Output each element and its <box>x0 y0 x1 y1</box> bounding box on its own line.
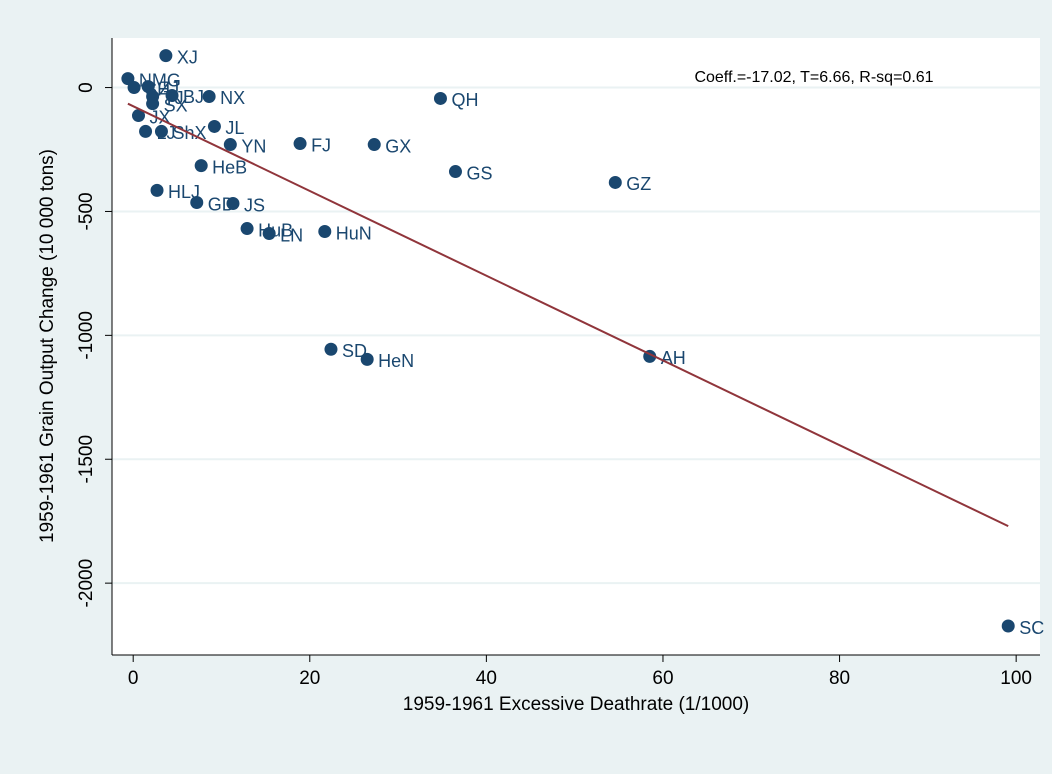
point <box>1001 619 1015 633</box>
point <box>165 88 179 102</box>
fit-line <box>127 102 1009 528</box>
point-label: HLJ <box>168 182 200 202</box>
y-tick-label: -500 <box>76 192 97 230</box>
point <box>159 49 173 63</box>
point <box>154 124 168 138</box>
x-tick-label: 20 <box>299 668 320 689</box>
point <box>141 80 155 94</box>
y-tick-label: -1500 <box>76 435 97 484</box>
point <box>194 159 208 173</box>
point-label: HeB <box>212 157 247 177</box>
point-label: GX <box>385 136 411 156</box>
point <box>226 197 240 211</box>
point-label: SD <box>342 341 367 361</box>
point-label: FJ <box>311 135 331 155</box>
y-tick-label: -1000 <box>76 311 97 360</box>
x-tick-label: 80 <box>829 668 850 689</box>
point-label: LN <box>280 225 303 245</box>
x-tick-label: 40 <box>476 668 497 689</box>
point-label: JL <box>225 118 244 138</box>
plot-area <box>112 38 1040 655</box>
point <box>223 138 237 152</box>
point <box>448 165 462 179</box>
point-label: NX <box>220 88 245 108</box>
point-label: GZ <box>626 174 651 194</box>
point <box>367 138 381 152</box>
x-tick-label: 60 <box>652 668 673 689</box>
point-label: TJ <box>164 88 184 108</box>
point-label: XJ <box>177 47 198 67</box>
x-tick-label: 0 <box>128 668 139 689</box>
point <box>608 175 622 189</box>
point <box>202 89 216 103</box>
point <box>146 97 160 111</box>
point-label: YN <box>241 136 266 156</box>
point <box>240 222 254 236</box>
point-label: QH <box>451 90 478 110</box>
point <box>360 352 374 366</box>
point-label: SC <box>1019 618 1044 638</box>
point-label: JS <box>244 195 265 215</box>
point-label: HeN <box>378 351 414 371</box>
point <box>262 227 276 241</box>
point <box>127 81 141 95</box>
point <box>190 196 204 210</box>
point-label: SX <box>164 95 188 115</box>
point-label: GD <box>208 194 235 214</box>
x-axis-title: 1959-1961 Excessive Deathrate (1/1000) <box>403 694 749 715</box>
point <box>131 109 145 123</box>
point <box>139 124 153 138</box>
point <box>150 183 164 197</box>
x-tick-label: 100 <box>1000 668 1032 689</box>
point <box>207 119 221 133</box>
y-tick-label: 0 <box>76 82 97 93</box>
point <box>293 137 307 151</box>
point <box>433 91 447 105</box>
annotation: Coeff.=-17.02, T=6.66, R-sq=0.61 <box>694 69 933 86</box>
point-label: GS <box>466 163 492 183</box>
y-axis-title: 1959-1961 Grain Output Change (10 000 to… <box>37 149 58 543</box>
point-label: HuN <box>336 223 372 243</box>
y-tick-label: -2000 <box>76 559 97 608</box>
point <box>318 225 332 239</box>
point <box>324 342 338 356</box>
point-label: BJ <box>183 87 204 107</box>
